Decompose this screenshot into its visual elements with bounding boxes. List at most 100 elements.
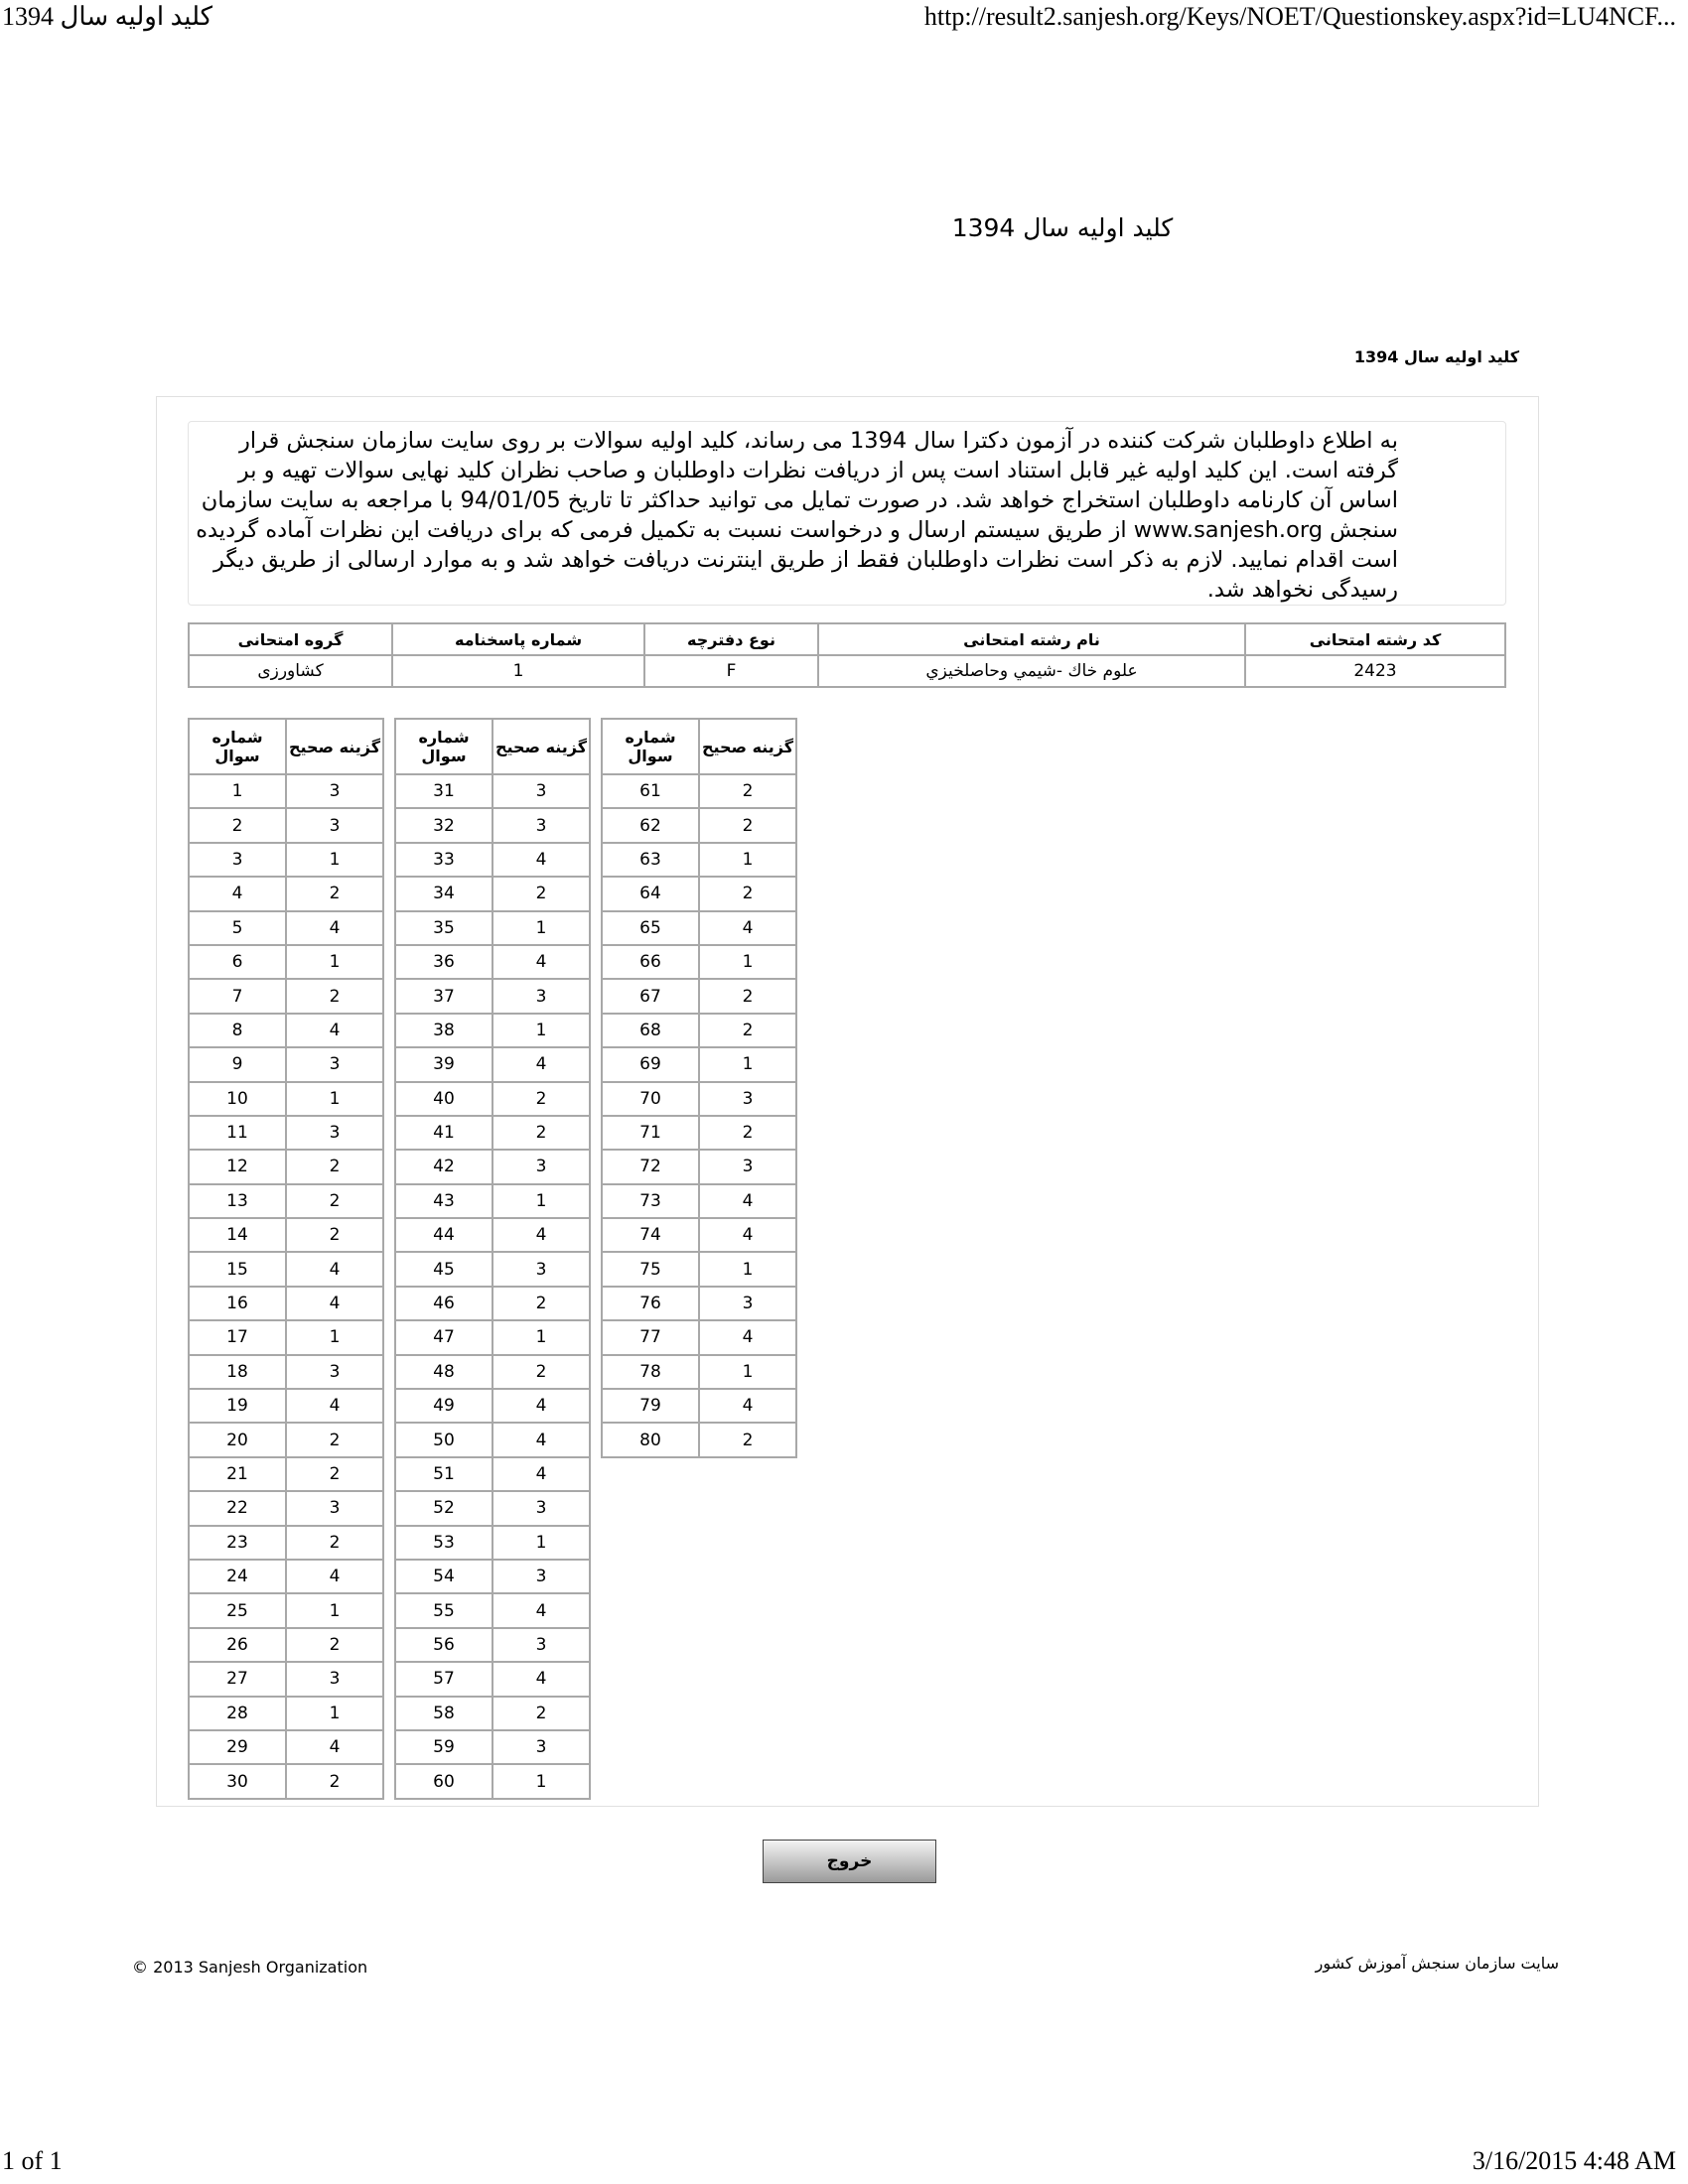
question-number: 58 <box>394 1695 493 1731</box>
question-number: 19 <box>188 1388 287 1425</box>
question-number: 32 <box>394 807 493 844</box>
answer-table: شماره سوال گزینه صحیح 1 3 2 3 3 1 4 2 5 4 6 1 7 2 8 4 9 3 10… <box>188 718 384 1800</box>
answer-row: 17 1 <box>188 1319 384 1356</box>
header-question-number: شماره سوال <box>394 718 493 775</box>
correct-option: 1 <box>285 1592 384 1629</box>
question-number: 79 <box>601 1388 700 1425</box>
question-number: 61 <box>601 772 700 810</box>
site-name: سایت سازمان سنجش آموزش کشور <box>1315 1954 1559 1973</box>
correct-option: 2 <box>285 1455 384 1493</box>
question-number: 57 <box>394 1661 493 1698</box>
question-number: 55 <box>394 1592 493 1629</box>
answer-row: 61 2 <box>601 772 797 810</box>
correct-option: 3 <box>285 1353 384 1391</box>
answer-row: 71 2 <box>601 1114 797 1152</box>
question-number: 56 <box>394 1626 493 1664</box>
correct-option: 4 <box>492 1217 591 1254</box>
correct-option: 3 <box>492 1728 591 1766</box>
answer-row: 76 3 <box>601 1285 797 1322</box>
question-number: 60 <box>394 1763 493 1800</box>
question-number: 80 <box>601 1422 700 1458</box>
answer-row: 75 1 <box>601 1251 797 1288</box>
correct-option: 3 <box>492 1626 591 1664</box>
correct-option: 1 <box>492 1182 591 1220</box>
correct-option: 2 <box>285 978 384 1015</box>
question-number: 51 <box>394 1455 493 1493</box>
question-number: 63 <box>601 841 700 879</box>
answer-row: 46 2 <box>394 1285 591 1322</box>
question-number: 68 <box>601 1012 700 1049</box>
answer-row: 41 2 <box>394 1114 591 1152</box>
answer-row: 39 4 <box>394 1046 591 1083</box>
answer-row: 36 4 <box>394 943 591 981</box>
correct-option: 4 <box>285 1285 384 1322</box>
correct-option: 4 <box>698 1217 797 1254</box>
question-number: 50 <box>394 1422 493 1458</box>
answer-row: 58 2 <box>394 1695 591 1731</box>
header-question-number: شماره سوال <box>188 718 287 775</box>
answer-row: 33 4 <box>394 841 591 879</box>
question-number: 15 <box>188 1251 287 1288</box>
answer-row: 35 1 <box>394 909 591 946</box>
correct-option: 2 <box>698 807 797 844</box>
question-number: 41 <box>394 1114 493 1152</box>
question-number: 10 <box>188 1080 287 1117</box>
answer-row: 73 4 <box>601 1182 797 1220</box>
question-number: 33 <box>394 841 493 879</box>
correct-option: 2 <box>698 876 797 912</box>
correct-option: 2 <box>285 1626 384 1664</box>
correct-option: 4 <box>698 1182 797 1220</box>
answer-row: 59 3 <box>394 1728 591 1766</box>
correct-option: 4 <box>285 1012 384 1049</box>
correct-option: 2 <box>492 1080 591 1117</box>
answer-row: 32 3 <box>394 807 591 844</box>
answer-row: 45 3 <box>394 1251 591 1288</box>
section-title: کلید اولیه سال 1394 <box>1353 347 1519 366</box>
answer-row: 31 3 <box>394 772 591 810</box>
question-number: 52 <box>394 1490 493 1527</box>
correct-option: 3 <box>285 1046 384 1083</box>
answer-header-row: شماره سوال گزینه صحیح <box>601 718 797 775</box>
answer-row: 49 4 <box>394 1388 591 1425</box>
question-number: 34 <box>394 876 493 912</box>
question-number: 35 <box>394 909 493 946</box>
answer-row: 22 3 <box>188 1490 384 1527</box>
answer-row: 57 4 <box>394 1661 591 1698</box>
question-number: 75 <box>601 1251 700 1288</box>
correct-option: 3 <box>285 807 384 844</box>
correct-option: 2 <box>492 1695 591 1731</box>
question-number: 46 <box>394 1285 493 1322</box>
question-number: 17 <box>188 1319 287 1356</box>
question-number: 54 <box>394 1558 493 1595</box>
correct-option: 4 <box>492 943 591 981</box>
correct-option: 2 <box>285 876 384 912</box>
question-number: 45 <box>394 1251 493 1288</box>
question-number: 29 <box>188 1728 287 1766</box>
question-number: 65 <box>601 909 700 946</box>
answer-row: 56 3 <box>394 1626 591 1664</box>
correct-option: 2 <box>285 1524 384 1561</box>
header-correct-option: گزینه صحیح <box>492 718 591 775</box>
answer-row: 18 3 <box>188 1353 384 1391</box>
question-number: 48 <box>394 1353 493 1391</box>
correct-option: 2 <box>698 1114 797 1152</box>
correct-option: 1 <box>698 1353 797 1391</box>
question-number: 42 <box>394 1149 493 1185</box>
question-number: 2 <box>188 807 287 844</box>
header-field-name: نام رشته امتحانی <box>817 622 1246 656</box>
exam-info-header-row: کد رشته امتحانی نام رشته امتحانی نوع دفت… <box>188 622 1506 656</box>
correct-option: 4 <box>285 1728 384 1766</box>
answer-row: 63 1 <box>601 841 797 879</box>
correct-option: 4 <box>698 1388 797 1425</box>
print-header-title: کلید اولیه سال 1394 <box>2 2 213 31</box>
correct-option: 1 <box>285 841 384 879</box>
exit-button[interactable]: خروج <box>763 1840 936 1883</box>
question-number: 5 <box>188 909 287 946</box>
question-number: 66 <box>601 943 700 981</box>
correct-option: 4 <box>492 841 591 879</box>
answer-row: 78 1 <box>601 1353 797 1391</box>
